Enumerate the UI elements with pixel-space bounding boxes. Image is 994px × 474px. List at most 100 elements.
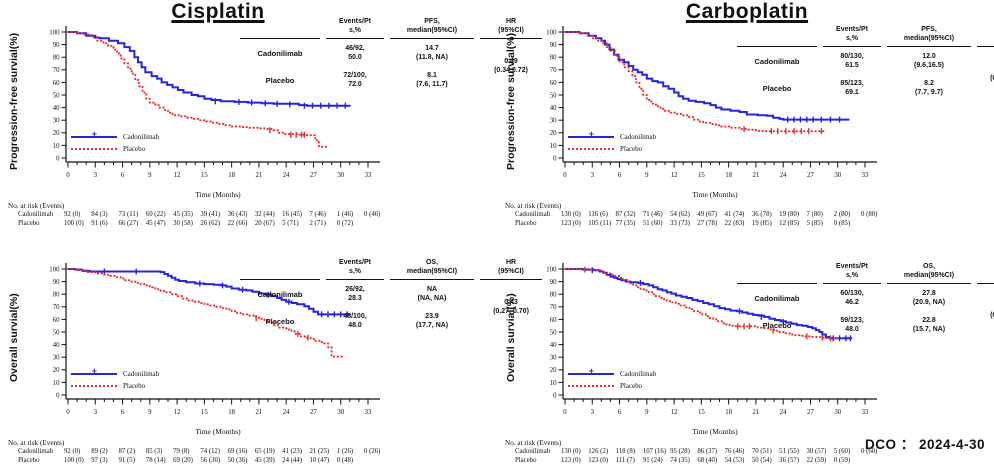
svg-text:100: 100 <box>49 29 60 36</box>
stats-events-value: 26/92, 28.3 <box>345 285 365 302</box>
svg-text:21: 21 <box>753 409 760 416</box>
stats-row-label: Placebo <box>265 75 295 85</box>
svg-text:6: 6 <box>618 172 622 179</box>
x-axis-label: Time (Months) <box>195 190 241 199</box>
placebo-line-sample <box>568 148 614 150</box>
svg-text:20: 20 <box>53 367 60 374</box>
svg-text:15: 15 <box>698 172 705 179</box>
legend-item-placebo: Placebo <box>568 380 656 392</box>
legend-item-placebo: Placebo <box>71 380 159 392</box>
legend-item-placebo: Placebo <box>71 143 159 155</box>
svg-text:40: 40 <box>550 105 557 112</box>
legend-label: Cadonilimab <box>123 370 160 378</box>
svg-text:33: 33 <box>862 409 869 416</box>
km-plot-cisplatin-pfs: 0 10 20 30 40 50 60 70 80 90 100 0 3 6 9 12 15 18 21 24 27 30… <box>49 26 380 179</box>
placebo-line-sample <box>568 385 614 387</box>
cadonilimab-line-sample: + <box>71 130 117 139</box>
legend-item-cadonilimab: + Cadonilimab <box>568 367 657 380</box>
censor-plus-icon: + <box>588 129 594 139</box>
stats-table: Events/Pt s,% OS, median(95%CI) HR (95%C… <box>240 259 542 334</box>
svg-text:50: 50 <box>550 92 557 99</box>
svg-text:6: 6 <box>121 409 125 416</box>
stats-median-value: 27.8 (20.9, NA) <box>912 289 946 306</box>
stats-events-value: 85/123, 69.1 <box>840 79 864 96</box>
svg-text:18: 18 <box>725 409 732 416</box>
svg-text:6: 6 <box>121 172 125 179</box>
svg-text:15: 15 <box>201 409 208 416</box>
cadonilimab-line-sample: + <box>71 367 117 376</box>
stats-col-events: Events/Pt s,% <box>326 259 384 280</box>
svg-text:33: 33 <box>365 172 372 179</box>
km-plot-carboplatin-pfs: 0 10 20 30 40 50 60 70 80 90 100 0 3 6 9 12 15 18 21 24 27 30… <box>546 26 877 179</box>
stats-events-value: 59/123, 48.0 <box>840 316 864 333</box>
stats-corner <box>737 281 817 284</box>
svg-text:90: 90 <box>53 42 60 49</box>
plot-legend: + Cadonilimab Placebo <box>568 367 657 392</box>
svg-text:50: 50 <box>550 329 557 336</box>
svg-text:3: 3 <box>591 409 595 416</box>
stats-col-median: PFS, median(95%CI) <box>390 18 474 39</box>
svg-text:30: 30 <box>53 118 60 125</box>
stats-events-value: 72/100, 72.0 <box>343 71 367 88</box>
svg-text:33: 33 <box>365 409 372 416</box>
svg-text:0: 0 <box>553 155 557 162</box>
stats-corner <box>240 277 320 280</box>
stats-hr-value: 0.72 (0.53, 0.97) <box>990 75 994 82</box>
stats-col-hr: HR (95%CI) <box>977 26 994 47</box>
stats-events-value: 48/100, 48.0 <box>343 312 367 329</box>
svg-text:27: 27 <box>807 409 814 416</box>
svg-text:0: 0 <box>66 172 70 179</box>
svg-text:60: 60 <box>550 80 557 87</box>
stats-hr-value: 0.43 (0.27, 0.70) <box>493 299 529 315</box>
stats-table: Events/Pt s,% PFS, median(95%CI) HR (95%… <box>240 18 542 93</box>
stats-median-value: 8.2 (7.7, 9.7) <box>914 79 943 96</box>
svg-text:50: 50 <box>53 329 60 336</box>
svg-text:40: 40 <box>550 342 557 349</box>
svg-text:33: 33 <box>862 172 869 179</box>
svg-text:18: 18 <box>725 172 732 179</box>
svg-text:9: 9 <box>645 172 649 179</box>
svg-text:70: 70 <box>53 67 60 74</box>
svg-text:10: 10 <box>550 143 557 150</box>
legend-item-cadonilimab: + Cadonilimab <box>71 367 160 380</box>
svg-text:27: 27 <box>310 409 317 416</box>
stats-corner <box>240 36 320 39</box>
svg-text:30: 30 <box>53 355 60 362</box>
placebo-line-sample <box>71 385 117 387</box>
svg-text:21: 21 <box>256 409 263 416</box>
svg-text:80: 80 <box>53 55 60 62</box>
km-plot-carboplatin-os: 0 10 20 30 40 50 60 70 80 90 100 0 3 6 9 12 15 18 21 24 27 30… <box>546 263 877 416</box>
svg-text:90: 90 <box>53 279 60 286</box>
drug-group-title: Carboplatin <box>685 0 809 23</box>
stats-col-median: PFS, median(95%CI) <box>887 26 971 47</box>
stats-events-value: 80/130, 61.5 <box>840 52 864 69</box>
stats-table: Events/Pt s,% PFS, median(95%CI) HR (95%… <box>737 26 994 101</box>
svg-text:12: 12 <box>174 172 181 179</box>
legend-label: Cadonilimab <box>123 133 160 141</box>
svg-text:24: 24 <box>780 409 787 416</box>
svg-text:3: 3 <box>94 172 98 179</box>
svg-text:12: 12 <box>174 409 181 416</box>
svg-text:30: 30 <box>550 355 557 362</box>
censor-plus-icon: + <box>91 129 97 139</box>
drug-group-title: Cisplatin <box>171 0 265 23</box>
svg-text:60: 60 <box>53 317 60 324</box>
svg-text:12: 12 <box>671 409 678 416</box>
svg-text:70: 70 <box>550 67 557 74</box>
svg-text:15: 15 <box>201 172 208 179</box>
svg-text:70: 70 <box>53 304 60 311</box>
stats-median-value: 12.0 (9.6,16.5) <box>914 52 944 69</box>
svg-text:12: 12 <box>671 172 678 179</box>
svg-text:0: 0 <box>553 392 557 399</box>
x-axis-label: Time (Months) <box>692 190 738 199</box>
svg-text:0: 0 <box>56 155 60 162</box>
svg-text:0: 0 <box>66 409 70 416</box>
stats-col-events: Events/Pt s,% <box>823 26 881 47</box>
stats-col-hr: HR (95%CI) <box>480 18 542 39</box>
svg-text:30: 30 <box>834 409 841 416</box>
svg-text:27: 27 <box>310 172 317 179</box>
legend-label: Cadonilimab <box>620 370 657 378</box>
stats-col-events: Events/Pt s,% <box>823 263 881 284</box>
plot-legend: + Cadonilimab Placebo <box>568 129 656 155</box>
